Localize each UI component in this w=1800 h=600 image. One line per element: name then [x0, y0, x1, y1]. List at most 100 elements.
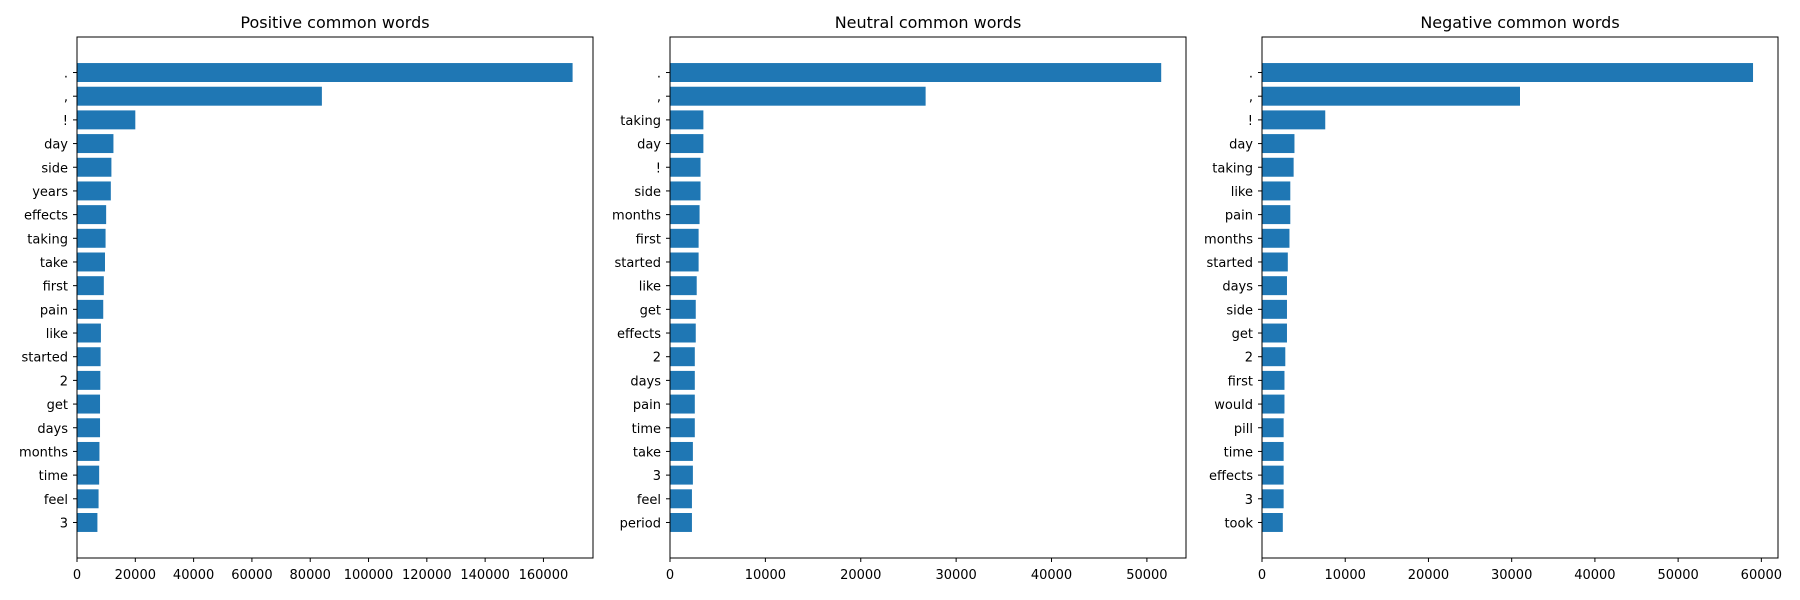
y-tick-label: day	[44, 138, 68, 153]
y-tick-label: time	[632, 422, 661, 437]
subplot-neutral: Neutral common words ., taking day! side mon…	[612, 13, 1187, 583]
y-tick-label: first	[43, 280, 68, 295]
bar-like	[670, 276, 697, 296]
y-tick-label: day	[637, 138, 661, 153]
y-tick-label: started	[1206, 256, 1253, 271]
y-tick-label: ,	[1249, 90, 1253, 105]
bar-days	[670, 370, 695, 390]
bar-pain	[670, 394, 695, 414]
chart-title: Positive common words	[240, 13, 429, 32]
y-tick-label: 3	[653, 469, 661, 484]
y-tick-label: 2	[653, 351, 661, 366]
y-tick-label: 3	[60, 516, 68, 531]
bar-like	[1262, 181, 1291, 201]
chart-title: Neutral common words	[835, 13, 1022, 32]
bar-effects	[77, 205, 107, 225]
y-tick-label: take	[633, 445, 661, 460]
bar-!	[77, 110, 136, 130]
bar-months	[1262, 228, 1290, 248]
y-tick-label: took	[1224, 516, 1253, 531]
y-tick-label: taking	[1212, 161, 1253, 176]
bar-time	[670, 418, 695, 438]
x-tick-label: 60000	[1741, 568, 1782, 583]
bar-,	[1262, 86, 1520, 106]
y-tick-label: started	[614, 256, 661, 271]
bar-time	[1262, 441, 1284, 461]
bar-2	[670, 347, 695, 367]
bar-.	[1262, 63, 1754, 82]
bar-pain	[77, 299, 104, 319]
y-tick-label: get	[1232, 327, 1253, 342]
x-tick-label: 10000	[1325, 568, 1366, 583]
y-tick-label: ,	[657, 90, 661, 105]
bar-months	[670, 205, 700, 225]
y-tick-label: .	[64, 67, 68, 82]
y-tick-label: effects	[617, 327, 661, 342]
y-tick-label: get	[640, 303, 661, 318]
bar-would	[1262, 394, 1285, 414]
y-tick-label: period	[620, 516, 661, 531]
bar-get	[77, 394, 101, 414]
subplot-negative: Negative common words .,! day taking like pa…	[1204, 13, 1782, 583]
axes-frame	[669, 36, 1187, 559]
bar-.	[670, 63, 1162, 82]
x-tick-label: 20000	[840, 568, 881, 583]
bar-started	[1262, 252, 1288, 272]
x-tick-label: 20000	[1408, 568, 1449, 583]
bar-3	[670, 465, 693, 485]
bar-take	[670, 441, 693, 461]
y-tick-label: feel	[44, 493, 68, 508]
y-tick-label: .	[1249, 67, 1253, 82]
y-tick-label: days	[37, 422, 68, 437]
y-tick-label: first	[636, 232, 661, 247]
y-tick-label: day	[1229, 138, 1253, 153]
bar-time	[77, 465, 100, 485]
y-tick-label: months	[1204, 232, 1253, 247]
bar-take	[77, 252, 105, 272]
chart-title: Negative common words	[1420, 13, 1619, 32]
y-tick-label: 2	[1245, 351, 1253, 366]
x-tick-label: 120000	[402, 568, 452, 583]
y-tick-label: would	[1214, 398, 1253, 413]
y-tick-label: time	[39, 469, 68, 484]
y-tick-label: side	[41, 161, 68, 176]
bar-get	[670, 299, 696, 319]
y-tick-label: ,	[64, 90, 68, 105]
x-tick-label: 80000	[290, 568, 331, 583]
x-tick-label: 40000	[1031, 568, 1072, 583]
bar-first	[1262, 370, 1285, 390]
y-tick-label: !	[656, 161, 661, 176]
y-tick-label: pain	[633, 398, 661, 413]
bar-3	[1262, 489, 1284, 509]
bar-took	[1262, 513, 1283, 532]
y-tick-label: 2	[60, 374, 68, 389]
bar-side	[1262, 299, 1287, 319]
x-tick-label: 140000	[460, 568, 510, 583]
y-tick-label: like	[639, 280, 661, 295]
bar-day	[77, 134, 114, 154]
bar-pain	[1262, 205, 1291, 225]
bar-taking	[1262, 157, 1294, 177]
bar-2	[1262, 347, 1286, 367]
bar-day	[670, 134, 704, 154]
y-tick-label: pain	[1225, 209, 1253, 224]
bar-side	[77, 157, 112, 177]
x-tick-label: 0	[1258, 568, 1266, 583]
bar-day	[1262, 134, 1295, 154]
y-tick-label: time	[1224, 445, 1253, 460]
y-tick-label: feel	[637, 493, 661, 508]
x-tick-label: 50000	[1657, 568, 1698, 583]
y-tick-label: pain	[40, 303, 68, 318]
y-tick-label: like	[46, 327, 68, 342]
bar-side	[670, 181, 701, 201]
x-tick-label: 50000	[1126, 568, 1167, 583]
y-tick-label: started	[21, 351, 68, 366]
bar-period	[670, 513, 692, 532]
bar-.	[77, 63, 573, 82]
bar-first	[670, 228, 699, 248]
y-tick-label: months	[612, 209, 661, 224]
bar-,	[670, 86, 926, 106]
y-tick-label: like	[1231, 185, 1253, 200]
y-tick-label: get	[47, 398, 68, 413]
bar-2	[77, 370, 101, 390]
